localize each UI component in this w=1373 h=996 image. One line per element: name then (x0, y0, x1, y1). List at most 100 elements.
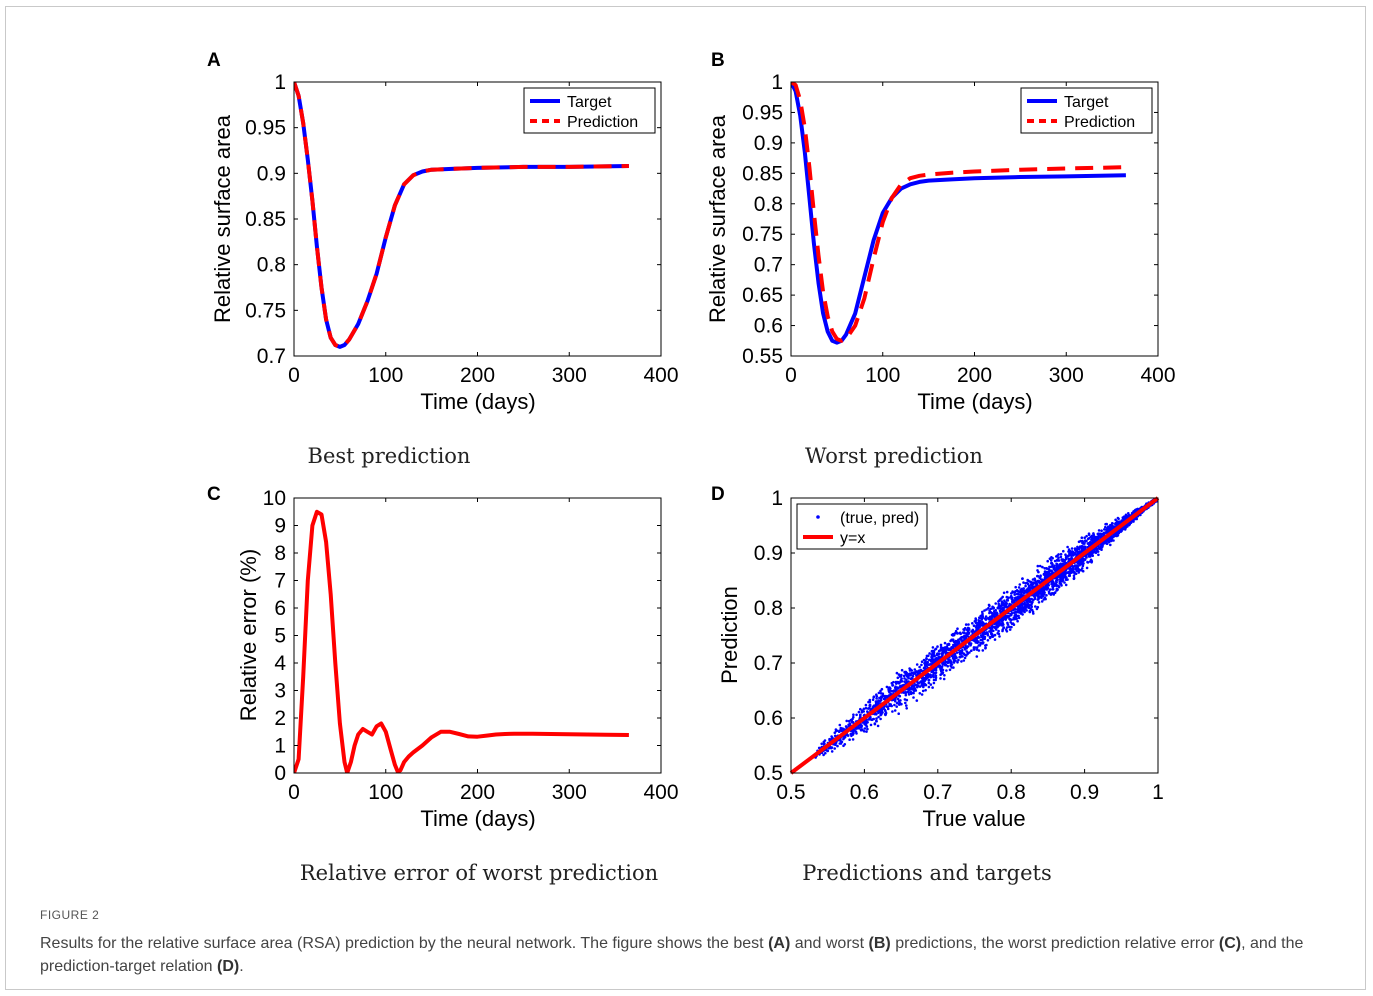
scatter-point (944, 648, 947, 652)
scatter-point (1071, 568, 1074, 571)
scatter-point (833, 734, 837, 738)
scatter-point (1054, 576, 1058, 580)
scatter-point (1088, 553, 1092, 556)
scatter-point (1028, 597, 1031, 601)
scatter-point (972, 648, 976, 651)
scatter-point (1029, 580, 1033, 584)
scatter-point (981, 612, 984, 616)
scatter-point (1083, 542, 1086, 545)
scatter-point (878, 696, 881, 700)
scatter-point (895, 701, 899, 705)
y-tick-label: 5 (274, 625, 286, 648)
scatter-point (988, 635, 992, 639)
plot-area (294, 498, 661, 773)
scatter-point (1021, 577, 1024, 580)
scatter-point (1037, 570, 1040, 574)
scatter-point (932, 651, 936, 654)
scatter-point (952, 640, 956, 644)
scatter-point (941, 653, 944, 657)
x-tick-label: 300 (1049, 364, 1084, 387)
scatter-point (991, 613, 994, 616)
data-layer (791, 82, 1126, 345)
scatter-point (1050, 569, 1053, 573)
scatter-point (1107, 540, 1111, 543)
scatter-point (1032, 593, 1036, 596)
legend-box (796, 503, 928, 550)
scatter-point (1061, 578, 1064, 582)
scatter-point (1121, 527, 1124, 531)
scatter-point (1077, 547, 1081, 551)
x-axis-label: Time (days) (420, 806, 535, 831)
scatter-point (864, 703, 868, 707)
scatter-point (924, 688, 927, 692)
scatter-point (981, 642, 985, 645)
scatter-point (855, 713, 858, 717)
legend-box (523, 87, 656, 134)
scatter-point (1025, 603, 1028, 607)
scatter-point (1059, 562, 1063, 566)
scatter-point (1035, 582, 1039, 586)
scatter-point (902, 674, 906, 678)
scatter-point (1049, 593, 1053, 596)
scatter-point (864, 706, 868, 710)
scatter-point (1055, 589, 1058, 592)
scatter-point (880, 711, 884, 714)
scatter-point (1058, 580, 1061, 583)
scatter-point (1053, 591, 1057, 594)
scatter-point (869, 723, 873, 727)
scatter-point (971, 622, 974, 625)
scatter-point (1111, 522, 1114, 525)
scatter-point (914, 689, 918, 692)
panel-b: 0 100 200 300 400 0.55 0.6 0.65 0.7 0.75 0.8 0.85 0.… (705, 50, 1176, 468)
scatter-point (1092, 550, 1096, 554)
scatter-point (833, 743, 836, 746)
x-tick-label: 0.9 (1070, 781, 1099, 804)
scatter-point (884, 712, 887, 716)
scatter-point (875, 697, 878, 700)
panel-letter: B (711, 50, 725, 71)
scatter-point (836, 744, 839, 748)
series-line-error (294, 509, 629, 773)
scatter-point (997, 607, 1000, 610)
y-tick-label: 1 (771, 487, 783, 510)
scatter-point (948, 668, 952, 672)
y-tick-label: 0.95 (742, 101, 783, 124)
scatter-point (1070, 547, 1074, 550)
y-tick-label: 8 (274, 542, 286, 565)
scatter-point (1023, 589, 1027, 593)
scatter-point (862, 730, 866, 733)
scatter-point (907, 687, 911, 691)
scatter-point (1014, 590, 1017, 593)
scatter-point (1015, 610, 1018, 614)
scatter-point (877, 691, 881, 695)
scatter-point (822, 740, 826, 744)
scatter-point (949, 661, 952, 665)
scatter-point (893, 709, 897, 712)
scatter-point (996, 632, 999, 635)
scatter-point (855, 732, 858, 735)
scatter-point (997, 600, 1000, 603)
scatter-point (1057, 556, 1060, 560)
scatter-point (979, 638, 983, 642)
scatter-point (963, 656, 967, 660)
scatter-point (1009, 613, 1013, 617)
y-tick-label: 1 (274, 71, 286, 94)
data-layer (294, 82, 629, 349)
scatter-point (949, 647, 953, 650)
scatter-point (1017, 593, 1020, 596)
scatter-point (932, 658, 935, 662)
scatter-point (952, 661, 956, 664)
scatter-point (1068, 549, 1072, 553)
scatter-point (1116, 534, 1120, 537)
scatter-point (999, 623, 1002, 626)
figure-label: FIGURE 2 (40, 908, 100, 922)
scatter-point (1073, 547, 1077, 550)
scatter-point (873, 722, 877, 725)
axes-box (790, 497, 1159, 774)
y-axis-label: Relative surface area (210, 114, 235, 323)
scatter-point (1051, 585, 1054, 588)
scatter-point (920, 684, 924, 687)
scatter-point (1009, 595, 1013, 599)
scatter-point (886, 707, 890, 711)
scatter-point (885, 695, 888, 698)
